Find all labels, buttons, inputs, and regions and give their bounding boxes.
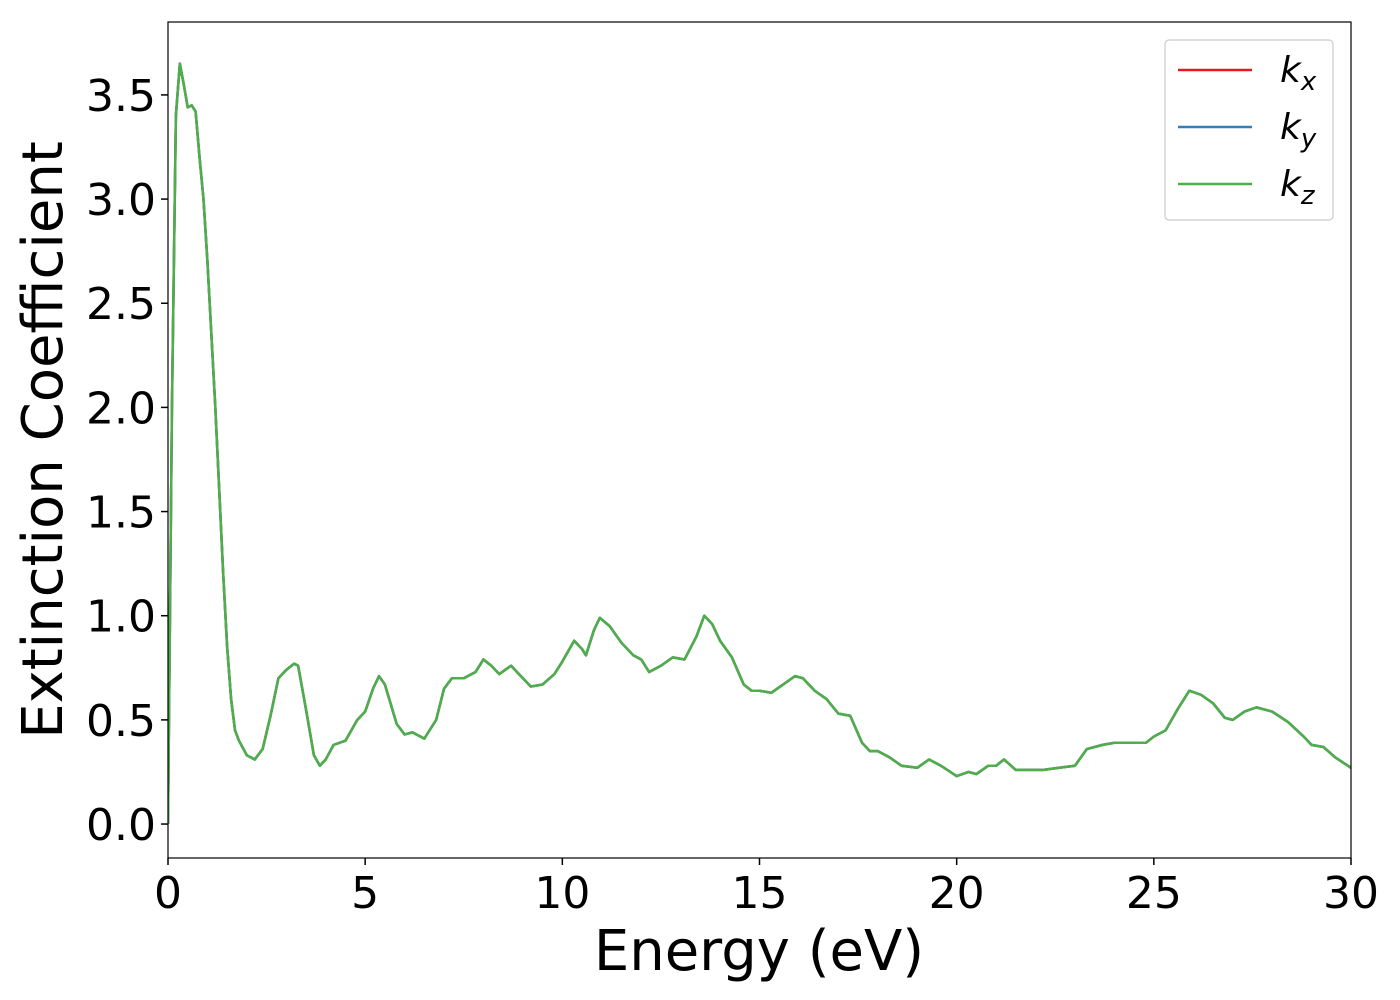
x-tick-label: 20 (929, 868, 985, 919)
y-tick-label: 0.0 (86, 800, 156, 851)
y-axis-label: Extinction Coefficient (11, 141, 76, 739)
x-tick-label: 25 (1126, 868, 1182, 919)
x-tick-label: 10 (534, 868, 590, 919)
plot-frame (167, 21, 1352, 859)
legend-label: kx (1280, 50, 1317, 97)
y-tick-label: 2.5 (86, 279, 156, 330)
y-tick-label: 1.5 (86, 488, 156, 539)
data-line (168, 62, 1351, 825)
y-tick-label: 2.0 (86, 383, 156, 434)
y-tick-label: 3.5 (86, 71, 156, 122)
x-axis-label: Energy (eV) (594, 919, 924, 984)
x-tick-label: 15 (732, 868, 788, 919)
legend-box (1164, 39, 1334, 221)
x-tick-label: 5 (351, 868, 379, 919)
x-tick-label: 30 (1323, 868, 1379, 919)
y-tick-label: 1.0 (86, 592, 156, 643)
y-tick-label: 3.0 (86, 175, 156, 226)
legend-label: ky (1280, 107, 1317, 154)
y-tick-label: 0.5 (86, 696, 156, 747)
legend-label: kz (1280, 164, 1316, 211)
x-tick-label: 0 (154, 868, 182, 919)
